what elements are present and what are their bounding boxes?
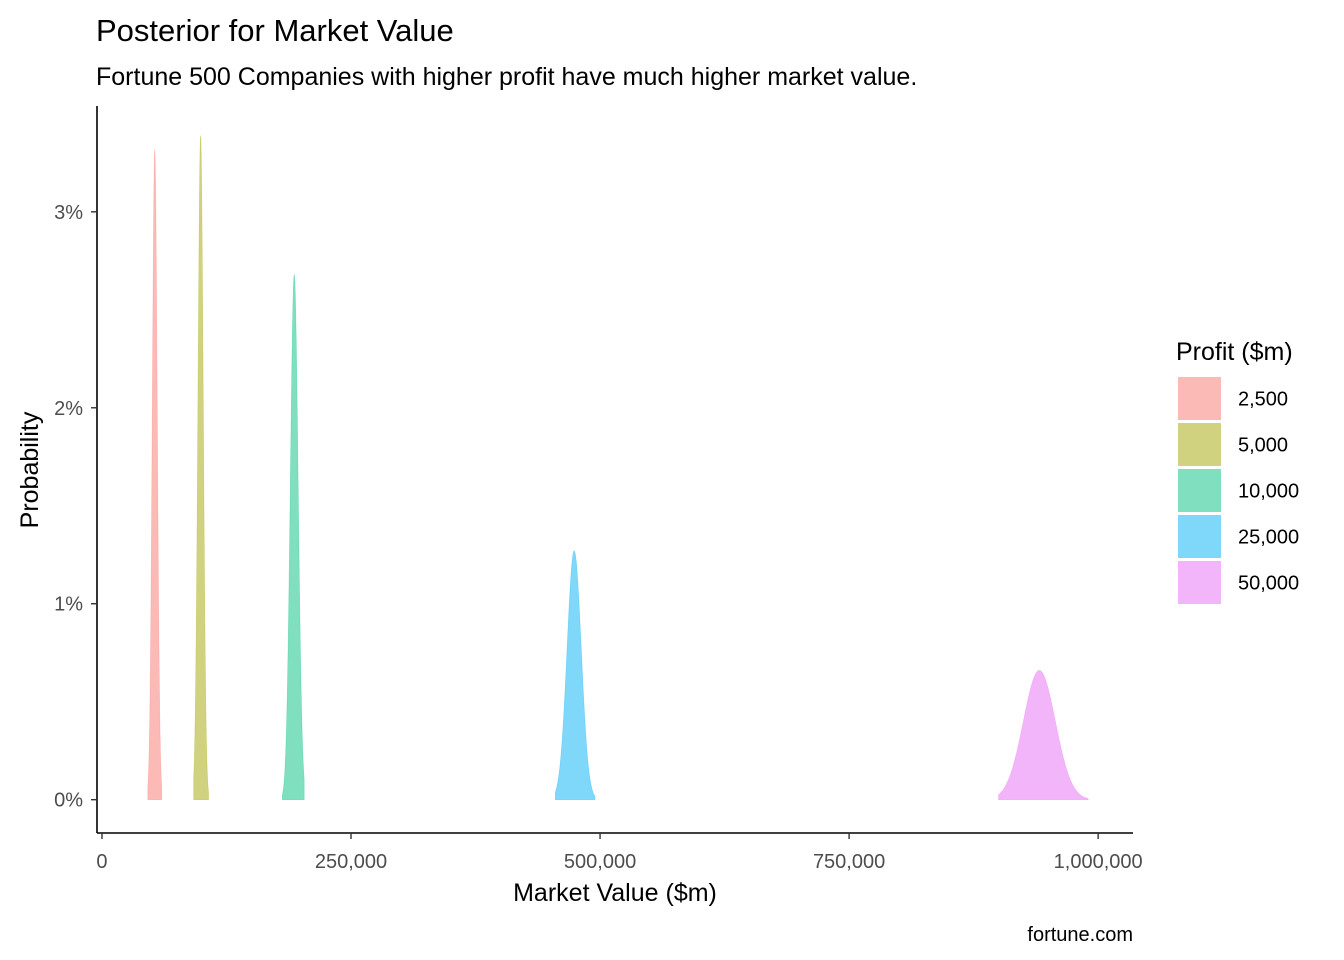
axes: 0 250,000 500,000 750,000 1,000,000 0% 1% 2% 3% bbox=[54, 106, 1143, 873]
legend-label: 10,000 bbox=[1238, 481, 1299, 503]
legend-key bbox=[1178, 377, 1221, 420]
x-tick-label: 0 bbox=[96, 851, 107, 873]
x-tick-label: 750,000 bbox=[813, 851, 885, 873]
legend-title: Profit ($m) bbox=[1176, 338, 1293, 366]
legend-key bbox=[1178, 423, 1221, 466]
y-tick-label: 1% bbox=[54, 594, 83, 616]
density-area-2500 bbox=[147, 149, 163, 800]
x-tick-label: 1,000,000 bbox=[1054, 851, 1143, 873]
legend-key bbox=[1178, 515, 1221, 558]
density-area-10000 bbox=[281, 273, 305, 800]
density-area-5000 bbox=[193, 135, 209, 800]
y-tick-label: 0% bbox=[54, 790, 83, 812]
x-axis-title: Market Value ($m) bbox=[513, 879, 717, 907]
y-tick-label: 2% bbox=[54, 398, 83, 420]
legend-label: 25,000 bbox=[1238, 527, 1299, 549]
y-tick-label: 3% bbox=[54, 202, 83, 224]
density-areas bbox=[147, 135, 1089, 800]
legend-key bbox=[1178, 469, 1221, 512]
density-area-50000 bbox=[998, 670, 1089, 800]
chart-title: Posterior for Market Value bbox=[96, 13, 454, 48]
legend-key bbox=[1178, 561, 1221, 604]
x-tick-label: 500,000 bbox=[564, 851, 636, 873]
x-tick-label: 250,000 bbox=[315, 851, 387, 873]
legend-label: 5,000 bbox=[1238, 435, 1288, 457]
chart-caption: fortune.com bbox=[1027, 924, 1133, 946]
legend-label: 50,000 bbox=[1238, 573, 1299, 595]
density-area-25000 bbox=[554, 550, 596, 800]
chart-subtitle: Fortune 500 Companies with higher profit… bbox=[96, 63, 917, 91]
y-axis-title: Probability bbox=[16, 411, 44, 528]
legend: Profit ($m) 2,500 5,000 10,000 25,000 50,000 bbox=[1176, 338, 1299, 604]
legend-label: 2,500 bbox=[1238, 389, 1288, 411]
